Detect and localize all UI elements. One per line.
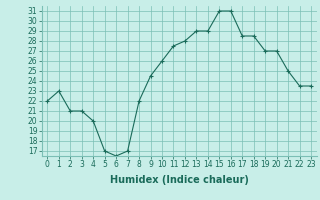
- X-axis label: Humidex (Indice chaleur): Humidex (Indice chaleur): [110, 175, 249, 185]
